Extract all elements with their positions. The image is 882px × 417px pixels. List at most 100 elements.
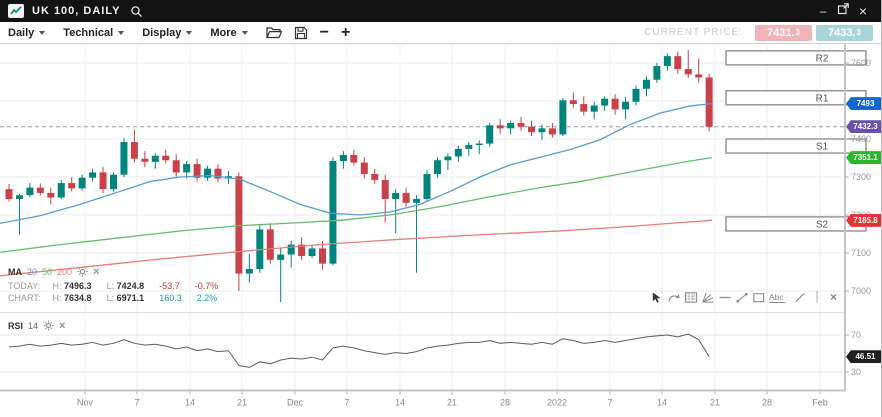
candle-body bbox=[130, 142, 138, 159]
candle-body bbox=[172, 160, 180, 173]
fan-lines-tool-icon[interactable] bbox=[700, 289, 715, 305]
trendline-tool-icon[interactable] bbox=[734, 289, 749, 305]
bid-price-main: 7431. bbox=[767, 26, 795, 39]
candle-body bbox=[642, 79, 650, 89]
candle-body bbox=[475, 143, 483, 146]
ma-settings-gear-icon[interactable] bbox=[77, 266, 88, 277]
candle-body bbox=[110, 174, 117, 190]
x-axis-label: 21 bbox=[447, 398, 457, 408]
menu-daily[interactable]: Daily bbox=[8, 26, 46, 39]
candle-body bbox=[402, 192, 410, 203]
x-axis-label: Nov bbox=[77, 398, 94, 408]
ma200-period-label: 200 bbox=[57, 266, 73, 277]
text-tool-label: Abc bbox=[769, 292, 784, 302]
chart-change-value: 160.3 bbox=[159, 293, 182, 303]
ma20-price-tag: 7493 bbox=[846, 97, 881, 111]
candle-body bbox=[319, 248, 326, 264]
candle-body bbox=[601, 98, 609, 106]
candle-body bbox=[350, 154, 358, 163]
candle-body bbox=[360, 162, 368, 174]
close-button[interactable]: × bbox=[858, 3, 868, 19]
candle-body bbox=[538, 128, 546, 133]
horizontal-line-tool-icon[interactable] bbox=[717, 289, 732, 305]
x-axis-label: Dec bbox=[287, 398, 304, 408]
rsi-period-label: 14 bbox=[28, 320, 39, 331]
candle-body bbox=[287, 244, 295, 255]
curve-tool-icon[interactable] bbox=[666, 289, 681, 305]
x-axis-label: 21 bbox=[237, 398, 247, 408]
candle-body bbox=[329, 161, 337, 264]
chart-label: CHART: bbox=[8, 293, 41, 303]
candle-body bbox=[5, 189, 13, 200]
candle-body bbox=[277, 254, 285, 260]
window-title: UK 100, DAILY bbox=[32, 5, 121, 17]
grid-tool-icon[interactable] bbox=[683, 289, 698, 305]
price-axis-label: 7300 bbox=[851, 172, 871, 182]
candle-body bbox=[99, 172, 107, 190]
pointer-tool-icon[interactable] bbox=[649, 289, 664, 305]
candle-body bbox=[245, 268, 253, 274]
rsi-indicator-legend: RSI 14 × bbox=[8, 320, 65, 331]
price-axis-label: 7100 bbox=[851, 248, 871, 258]
candle-body bbox=[622, 101, 630, 110]
high-label: H: bbox=[52, 281, 62, 291]
price-axis-label: 7400 bbox=[851, 134, 871, 144]
popout-icon[interactable] bbox=[833, 0, 853, 22]
low-label: L: bbox=[106, 281, 115, 291]
candle-body bbox=[141, 158, 149, 162]
close-drawing-toolbar-icon[interactable]: × bbox=[829, 290, 837, 304]
save-icon[interactable] bbox=[294, 26, 308, 40]
chevron-down-icon bbox=[186, 30, 193, 35]
ma20-period-label: 20 bbox=[27, 266, 38, 277]
minimize-button[interactable]: – bbox=[819, 4, 827, 18]
candle-body bbox=[266, 229, 274, 260]
ma20-line bbox=[0, 103, 713, 224]
search-icon[interactable] bbox=[130, 5, 143, 18]
rsi-settings-gear-icon[interactable] bbox=[43, 320, 54, 331]
menu-more-label: More bbox=[210, 26, 237, 39]
candle-body bbox=[705, 77, 713, 127]
text-tool-icon[interactable]: Abc bbox=[768, 289, 790, 305]
rsi-line bbox=[8, 333, 710, 368]
chart-canvas[interactable]: R2R1S1S27600740073007200710070007030Nov7… bbox=[0, 44, 882, 417]
candle-body bbox=[298, 244, 306, 257]
candle-body bbox=[663, 56, 671, 67]
menu-more[interactable]: More bbox=[210, 26, 248, 39]
candle-body bbox=[47, 192, 55, 198]
today-high-value: 7496.3 bbox=[64, 281, 92, 291]
ask-price-frac: 3 bbox=[856, 28, 861, 37]
ma50-price-tag: 7351.1 bbox=[846, 151, 881, 165]
ma-indicator-legend: MA 20 50 200 × bbox=[8, 266, 100, 277]
candle-body bbox=[68, 183, 76, 189]
zoom-out-button[interactable]: − bbox=[319, 23, 329, 41]
ma50-line bbox=[0, 156, 713, 253]
bid-price-frac: 3 bbox=[795, 28, 800, 37]
ma-remove-icon[interactable]: × bbox=[93, 265, 100, 278]
candle-body bbox=[444, 156, 452, 161]
current-price-label: CURRENT PRICE: bbox=[644, 27, 743, 38]
menu-technical[interactable]: Technical bbox=[63, 27, 125, 39]
menu-daily-label: Daily bbox=[8, 26, 35, 39]
rsi-remove-icon[interactable]: × bbox=[59, 319, 66, 332]
candle-body bbox=[507, 123, 515, 129]
ask-price-button[interactable]: 7433. 3 bbox=[816, 24, 873, 41]
rectangle-tool-icon[interactable] bbox=[751, 289, 766, 305]
x-axis-label: 28 bbox=[500, 398, 510, 408]
candle-body bbox=[632, 88, 640, 102]
zoom-in-button[interactable]: + bbox=[341, 23, 351, 41]
diagonal-line-tool-icon[interactable] bbox=[792, 289, 807, 305]
level-label-s1: S1 bbox=[816, 142, 829, 153]
ma200-line bbox=[0, 219, 713, 277]
candle-body bbox=[57, 183, 65, 198]
level-zone-r2 bbox=[725, 50, 867, 66]
today-change-value: -53.7 bbox=[159, 281, 180, 291]
open-folder-icon[interactable] bbox=[265, 26, 282, 39]
candle-body bbox=[78, 177, 86, 189]
candle-body bbox=[120, 142, 128, 175]
bid-price-button[interactable]: 7431. 3 bbox=[755, 24, 812, 41]
candle-body bbox=[89, 172, 97, 178]
candle-body bbox=[548, 128, 556, 135]
menu-display[interactable]: Display bbox=[142, 27, 193, 39]
candle-body bbox=[371, 173, 379, 181]
candle-body bbox=[15, 195, 23, 200]
